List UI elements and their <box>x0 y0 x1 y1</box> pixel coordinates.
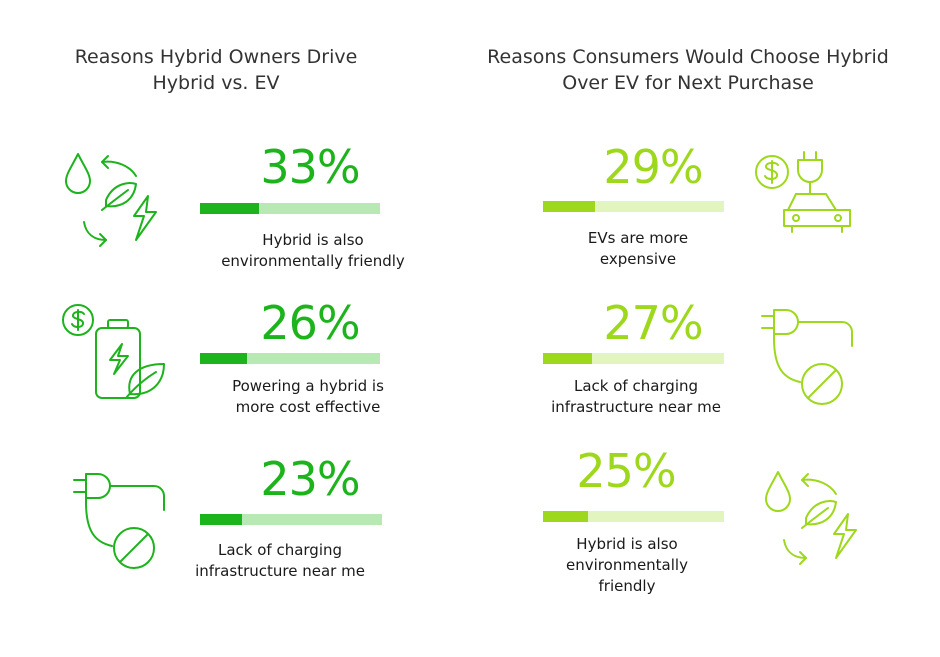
category-label-line2: infrastructure near me <box>551 398 721 416</box>
value-label: 33% <box>260 140 360 194</box>
bar-track <box>200 514 382 525</box>
bar <box>200 353 247 364</box>
category-label: Powering a hybrid is more cost effective <box>200 376 416 418</box>
bar-track <box>543 511 724 522</box>
eco-cycle-icon <box>762 466 864 568</box>
category-label-line2: infrastructure near me <box>195 562 365 580</box>
category-label-line2: more cost effective <box>235 398 381 416</box>
category-label: Hybrid is also environmentally friendly <box>200 230 426 272</box>
bar-track <box>200 353 380 364</box>
bar-track <box>200 203 380 214</box>
bar <box>543 201 596 212</box>
left-title-line2: Hybrid vs. EV <box>152 72 280 94</box>
bar-track <box>543 201 724 212</box>
value-label: 25% <box>576 444 676 498</box>
category-label-line2: environmentally friendly <box>566 556 688 595</box>
right-title-line1: Reasons Consumers Would Choose Hybrid <box>487 46 889 68</box>
bar-track <box>543 353 724 364</box>
left-item-2-label: Lack of charging infrastructure near me <box>188 540 372 582</box>
no-charging-icon <box>760 306 856 406</box>
category-label-line1: Lack of charging <box>217 541 343 559</box>
category-label-line1: Powering a hybrid is <box>232 377 384 395</box>
category-label-line1: Lack of charging <box>573 377 699 395</box>
value-label: 26% <box>260 296 360 350</box>
bar <box>543 511 589 522</box>
category-label-line1: Hybrid is also <box>576 535 678 553</box>
category-label: Lack of charging infrastructure near me <box>543 376 729 418</box>
battery-cost-icon <box>60 302 170 400</box>
right-chart-title: Reasons Consumers Would Choose Hybrid Ov… <box>470 44 906 96</box>
ev-cost-icon <box>752 148 856 234</box>
bar <box>200 203 260 214</box>
category-label: Hybrid is also environmentally friendly <box>543 534 711 597</box>
value-label: 29% <box>603 140 703 194</box>
category-label-line1: Hybrid is also <box>262 231 364 249</box>
value-label: 23% <box>260 452 360 506</box>
bar <box>543 353 592 364</box>
eco-cycle-icon <box>62 148 164 250</box>
category-label-line2: environmentally friendly <box>221 252 405 270</box>
left-title-line1: Reasons Hybrid Owners Drive <box>74 46 358 68</box>
bar <box>200 514 242 525</box>
category-label-line1: EVs are more <box>587 229 689 247</box>
right-title-line2: Over EV for Next Purchase <box>562 72 814 94</box>
value-label: 27% <box>603 296 703 350</box>
left-chart-title: Reasons Hybrid Owners Drive Hybrid vs. E… <box>40 44 392 96</box>
no-charging-icon <box>72 470 168 570</box>
category-label-line2: expensive <box>599 250 677 268</box>
category-label: EVs are more expensive <box>543 228 733 270</box>
